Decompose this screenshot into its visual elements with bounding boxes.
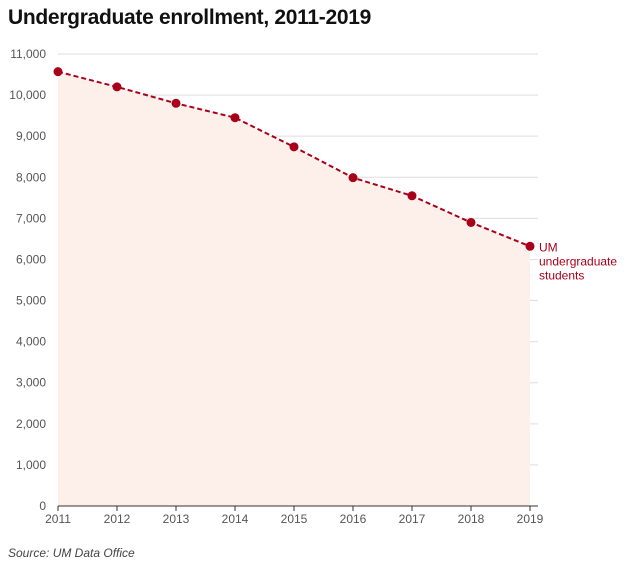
y-tick-label: 6,000 xyxy=(16,252,46,266)
series-annotation: UM undergraduate students xyxy=(539,240,617,282)
data-point-2013 xyxy=(171,98,181,108)
x-tick-label: 2018 xyxy=(458,512,485,526)
x-tick-label: 2017 xyxy=(399,512,426,526)
annotation-line: undergraduate xyxy=(539,254,617,268)
x-tick-label: 2014 xyxy=(222,512,249,526)
y-tick-label: 3,000 xyxy=(16,376,46,390)
data-point-2018 xyxy=(466,217,476,227)
data-point-2012 xyxy=(112,82,122,92)
series-area-fill xyxy=(58,71,530,506)
y-tick-label: 1,000 xyxy=(16,458,46,472)
y-tick-label: 5,000 xyxy=(16,294,46,308)
series-annotation-label: UM undergraduate students xyxy=(539,240,617,282)
data-points xyxy=(53,67,535,251)
annotation-line: UM xyxy=(539,240,558,254)
source-note: Source: UM Data Office xyxy=(8,546,135,560)
x-tick-label: 2019 xyxy=(517,512,544,526)
y-axis-tick-labels: 0 1,000 2,000 3,000 4,000 5,000 6,000 7,000 8,00… xyxy=(9,47,46,513)
data-point-2016 xyxy=(348,173,358,183)
x-tick-label: 2013 xyxy=(163,512,190,526)
x-tick-label: 2015 xyxy=(281,512,308,526)
y-tick-label: 8,000 xyxy=(16,170,46,184)
x-tick-label: 2011 xyxy=(45,512,71,526)
y-tick-label: 4,000 xyxy=(16,335,46,349)
x-axis-tick-labels: 2011 2012 2013 2014 2015 2016 2017 2018 2019 xyxy=(45,512,544,526)
x-axis xyxy=(57,505,538,511)
data-point-2014 xyxy=(230,113,240,123)
y-tick-label: 7,000 xyxy=(16,211,46,225)
data-point-2017 xyxy=(407,191,417,201)
data-point-2019 xyxy=(525,241,535,251)
y-tick-label: 2,000 xyxy=(16,417,46,431)
x-tick-label: 2012 xyxy=(104,512,131,526)
data-point-2011 xyxy=(53,67,63,77)
chart-title: Undergraduate enrollment, 2011-2019 xyxy=(8,6,371,29)
annotation-line: students xyxy=(539,268,584,282)
y-tick-label: 10,000 xyxy=(9,88,46,102)
y-tick-label: 0 xyxy=(39,499,46,513)
data-point-2015 xyxy=(289,142,299,152)
area-fill-layer xyxy=(58,71,530,506)
y-tick-label: 9,000 xyxy=(16,129,46,143)
y-tick-label: 11,000 xyxy=(10,47,46,61)
x-tick-label: 2016 xyxy=(340,512,367,526)
